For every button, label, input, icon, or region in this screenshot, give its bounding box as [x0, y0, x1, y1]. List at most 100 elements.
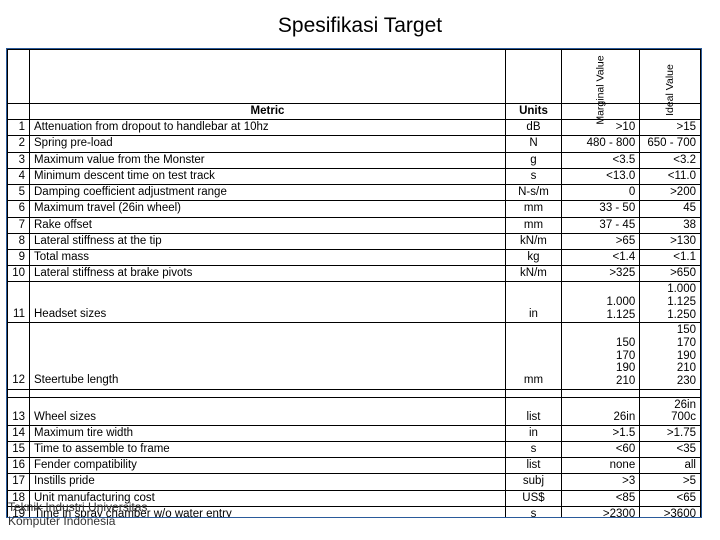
footer-line-2: Komputer Indonesia: [8, 514, 115, 528]
header-blank-metric: [30, 50, 506, 104]
row-number: 12: [8, 323, 30, 389]
spec-table-frame: Marginal Value Ideal Value Metric Units …: [6, 48, 702, 518]
row-number: 16: [8, 458, 30, 474]
row-units: s: [505, 442, 561, 458]
row-marginal: <1.4: [561, 249, 639, 265]
row-units: g: [505, 152, 561, 168]
row-marginal: 0: [561, 185, 639, 201]
table-row: 13Wheel sizeslist26in26in700c: [8, 397, 701, 425]
table-row: 8Lateral stiffness at the tipkN/m>65>130: [8, 233, 701, 249]
slide-title: Spesifikasi Target: [0, 0, 720, 48]
row-units: subj: [505, 474, 561, 490]
row-metric: Minimum descent time on test track: [30, 168, 506, 184]
row-metric: Spring pre-load: [30, 136, 506, 152]
table-row: 10Lateral stiffness at brake pivotskN/m>…: [8, 266, 701, 282]
table-row: 2Spring pre-loadN480 - 800650 - 700: [8, 136, 701, 152]
row-units: mm: [505, 323, 561, 389]
row-metric: Total mass: [30, 249, 506, 265]
row-marginal: 150170190210: [561, 323, 639, 389]
row-metric: Rake offset: [30, 217, 506, 233]
header-ideal: Ideal Value: [640, 50, 701, 104]
row-ideal: 45: [640, 201, 701, 217]
header-marginal: Marginal Value: [561, 50, 639, 104]
row-marginal: >3: [561, 474, 639, 490]
row-ideal: >3600: [640, 506, 701, 518]
row-number: 9: [8, 249, 30, 265]
row-number: 17: [8, 474, 30, 490]
row-ideal: all: [640, 458, 701, 474]
table-row: 11Headset sizesin1.0001.1251.0001.1251.2…: [8, 282, 701, 323]
row-metric: Headset sizes: [30, 282, 506, 323]
row-units: list: [505, 458, 561, 474]
row-units: kN/m: [505, 233, 561, 249]
row-marginal: >65: [561, 233, 639, 249]
row-ideal: <1.1: [640, 249, 701, 265]
row-units: kN/m: [505, 266, 561, 282]
table-body: 1Attenuation from dropout to handlebar a…: [8, 120, 701, 518]
row-marginal: 33 - 50: [561, 201, 639, 217]
row-units: s: [505, 506, 561, 518]
row-number: 8: [8, 233, 30, 249]
row-number: 6: [8, 201, 30, 217]
row-marginal: 1.0001.125: [561, 282, 639, 323]
row-units: in: [505, 425, 561, 441]
row-marginal: 26in: [561, 397, 639, 425]
row-ideal: 650 - 700: [640, 136, 701, 152]
header-blank-num: [8, 50, 30, 104]
row-units: dB: [505, 120, 561, 136]
header-num: [8, 104, 30, 120]
table-row: 7Rake offsetmm37 - 4538: [8, 217, 701, 233]
row-ideal: <65: [640, 490, 701, 506]
row-marginal: <60: [561, 442, 639, 458]
row-ideal: >200: [640, 185, 701, 201]
header-units: Units: [505, 104, 561, 120]
row-metric: Steertube length: [30, 323, 506, 389]
row-metric: Instills pride: [30, 474, 506, 490]
row-number: 13: [8, 397, 30, 425]
row-marginal: >325: [561, 266, 639, 282]
row-ideal: >5: [640, 474, 701, 490]
row-number: 2: [8, 136, 30, 152]
row-metric: Damping coefficient adjustment range: [30, 185, 506, 201]
table-row: 15Time to assemble to frames<60<35: [8, 442, 701, 458]
row-units: mm: [505, 201, 561, 217]
table-row: 16Fender compatibilitylistnoneall: [8, 458, 701, 474]
row-number: 14: [8, 425, 30, 441]
row-marginal: <85: [561, 490, 639, 506]
row-number: 3: [8, 152, 30, 168]
row-ideal: >1.75: [640, 425, 701, 441]
table-row: 3Maximum value from the Monsterg<3.5<3.2: [8, 152, 701, 168]
table-row: 12Steertube lengthmm15017019021015017019…: [8, 323, 701, 389]
row-units: kg: [505, 249, 561, 265]
row-metric: Time to assemble to frame: [30, 442, 506, 458]
row-metric: Wheel sizes: [30, 397, 506, 425]
row-ideal: >15: [640, 120, 701, 136]
row-units: mm: [505, 217, 561, 233]
table-row: 14Maximum tire widthin>1.5>1.75: [8, 425, 701, 441]
row-metric: Lateral stiffness at the tip: [30, 233, 506, 249]
table-header: Marginal Value Ideal Value Metric Units: [8, 50, 701, 120]
row-ideal: <11.0: [640, 168, 701, 184]
table-row: 17Instills pridesubj>3>5: [8, 474, 701, 490]
header-blank-units: [505, 50, 561, 104]
row-units: N: [505, 136, 561, 152]
row-ideal: 150170190210230: [640, 323, 701, 389]
spacer-row: [8, 389, 701, 397]
row-marginal: >2300: [561, 506, 639, 518]
row-units: in: [505, 282, 561, 323]
row-units: list: [505, 397, 561, 425]
spec-table: Marginal Value Ideal Value Metric Units …: [7, 49, 701, 518]
row-marginal: 480 - 800: [561, 136, 639, 152]
row-number: 4: [8, 168, 30, 184]
row-ideal: 38: [640, 217, 701, 233]
row-ideal: 1.0001.1251.250: [640, 282, 701, 323]
row-units: s: [505, 168, 561, 184]
row-number: 15: [8, 442, 30, 458]
row-marginal: 37 - 45: [561, 217, 639, 233]
table-row: 4Minimum descent time on test tracks<13.…: [8, 168, 701, 184]
row-marginal: <13.0: [561, 168, 639, 184]
row-number: 11: [8, 282, 30, 323]
row-ideal: >130: [640, 233, 701, 249]
row-number: 7: [8, 217, 30, 233]
row-metric: Maximum travel (26in wheel): [30, 201, 506, 217]
